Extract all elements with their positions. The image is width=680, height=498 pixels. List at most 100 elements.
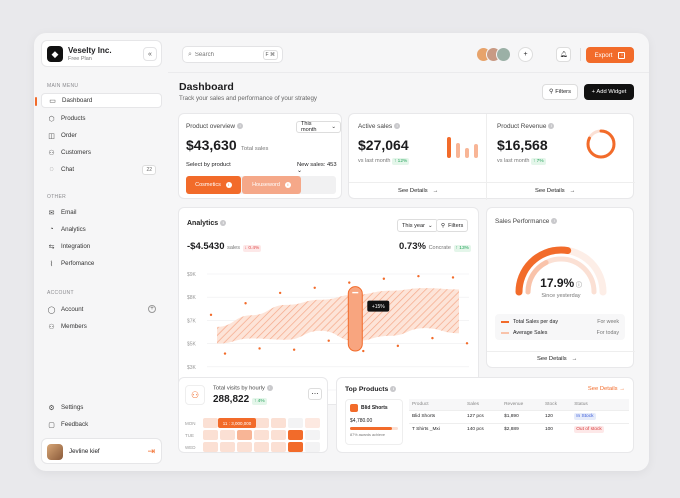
sidebar-item-account[interactable]: ◯ Account + — [41, 302, 162, 317]
legend-item-total-sales: Total Sales per day — [501, 319, 558, 325]
total-sales-caption: Total sales — [241, 146, 269, 152]
legend-period: For today — [596, 330, 619, 336]
heatmap-cell[interactable] — [288, 442, 303, 452]
active-sales-see-details-link[interactable]: See Details → — [398, 188, 439, 194]
heatmap-cell[interactable] — [288, 430, 303, 440]
new-sales-dropdown[interactable]: New sales: 453 ⌄ — [297, 162, 337, 174]
heatmap-cell[interactable] — [305, 430, 320, 440]
dashboard-icon: ▭ — [49, 97, 56, 105]
users-icon: ⚇ — [48, 149, 55, 157]
members-icon: ⚇ — [48, 323, 55, 331]
sidebar-item-feedback[interactable]: ▢ Feedback — [41, 417, 162, 432]
brand-name: Veselty Inc. — [68, 46, 112, 55]
more-options-button[interactable]: ⋯ — [308, 388, 322, 400]
sidebar-item-performance[interactable]: ⌇ Perfomance — [41, 256, 162, 271]
chat-icon: ◌ — [49, 166, 54, 173]
info-icon: i — [551, 218, 558, 225]
active-sales-bar — [465, 148, 469, 158]
sales-performance-see-details-link[interactable]: See Details → — [537, 356, 578, 362]
sidebar-item-email[interactable]: ✉ Email — [41, 205, 162, 220]
user-card[interactable]: Jevline kief ⇥ — [41, 438, 162, 464]
data-point — [278, 291, 282, 295]
top-products-card: Top Products i See Details → Blid Shorts … — [336, 377, 634, 453]
legend-item-average-sales: Average Sales — [501, 330, 547, 336]
table-row[interactable]: T Shirts _Mxi 140 pcs $2,889 100 Out of … — [409, 422, 629, 436]
sidebar-item-analytics[interactable]: ◔ Analytics — [41, 222, 162, 237]
featured-product[interactable]: Blid Shorts $4,780.00 87% awards achieve — [345, 399, 403, 445]
gear-icon: ⚙ — [48, 404, 55, 412]
sidebar-item-settings[interactable]: ⚙ Settings — [41, 400, 162, 415]
table-header-row: Product Sales Revenue Stock Status — [409, 399, 629, 410]
heatmap-cell[interactable] — [305, 418, 320, 428]
active-sales-bar — [447, 137, 451, 158]
period-label: This month — [301, 121, 317, 133]
heatmap-cell[interactable] — [254, 418, 269, 428]
product-revenue-see-details-link[interactable]: See Details → — [535, 188, 576, 194]
sidebar-item-products[interactable]: ⬡ Products — [41, 111, 162, 126]
tab-houseword[interactable]: Houseword i — [242, 176, 301, 194]
heatmap-cell[interactable] — [271, 442, 286, 452]
status-badge: In Stock — [574, 413, 596, 420]
sales-performance-caption: Since yesterday — [541, 293, 581, 299]
heatmap-cell[interactable] — [305, 442, 320, 452]
analytics-filters-button[interactable]: ⚲ Filters — [436, 219, 469, 232]
period-dropdown[interactable]: This year ⌄ — [397, 219, 438, 232]
search-box[interactable]: ⌕ F ⌘ — [182, 46, 283, 63]
export-button[interactable]: Export ↓ — [586, 47, 634, 63]
heatmap-cell[interactable] — [237, 430, 252, 440]
heatmap-cell[interactable] — [203, 430, 218, 440]
brand-card[interactable]: ◆ Veselty Inc. Free Plan « — [41, 40, 162, 67]
page-subtitle: Track your sales and performance of your… — [179, 95, 318, 102]
notifications-button[interactable]: 🔔︎ — [556, 47, 571, 62]
top-products-title: Top Products i — [345, 386, 397, 393]
period-dropdown[interactable]: This month ⌄ — [296, 121, 341, 133]
heatmap-cell[interactable] — [288, 418, 303, 428]
heatmap-cell[interactable] — [203, 442, 218, 452]
add-widget-button[interactable]: + Add Widget — [584, 84, 634, 100]
add-account-icon[interactable]: + — [148, 305, 156, 313]
add-member-button[interactable]: + — [518, 47, 533, 62]
chevron-down-icon: ⌄ — [297, 168, 302, 174]
heatmap-cell[interactable] — [237, 442, 252, 452]
top-products-see-details-link[interactable]: See Details → — [587, 386, 625, 392]
cart-icon: ◫ — [48, 132, 55, 140]
analytics-title: Analytics i — [187, 220, 227, 227]
sidebar-item-integration[interactable]: ⇆ Integration — [41, 239, 162, 254]
sidebar-item-order[interactable]: ◫ Order — [41, 128, 162, 143]
analytics-card: Analytics i This year ⌄ ⚲ Filters -$4.5430 … — [178, 207, 479, 405]
sidebar-item-customers[interactable]: ⚇ Customers — [41, 145, 162, 160]
arrow-right-icon: → — [432, 188, 439, 194]
data-point — [465, 342, 469, 345]
heatmap-cell[interactable] — [271, 418, 286, 428]
sidebar-item-members[interactable]: ⚇ Members — [41, 319, 162, 334]
column-header: Status — [571, 399, 629, 410]
sales-legend: Total Sales per day For week Average Sal… — [495, 314, 625, 340]
divider — [580, 48, 581, 61]
avatar — [496, 47, 511, 62]
table-row[interactable]: Blid Shorts 127 pcs $1,890 120 In Stock — [409, 409, 629, 423]
analytics-metric-sales: -$4.5430 sales ↓ 0.4% — [187, 241, 262, 252]
arrow-right-icon: → — [619, 386, 625, 392]
heatmap-cell[interactable] — [254, 442, 269, 452]
visits-card: ⚇ Total visits by hourly i 288,822 ↑ 4% ⋯… — [178, 377, 328, 453]
cell-revenue: $1,890 — [501, 409, 542, 423]
product-revenue-title: Product Revenue i — [497, 123, 555, 130]
search-input[interactable] — [194, 51, 255, 58]
performance-icon: ⌇ — [49, 260, 54, 268]
heatmap-cell[interactable] — [271, 430, 286, 440]
sidebar-item-dashboard[interactable]: ▭ Dashboard — [35, 93, 162, 108]
collapse-sidebar-button[interactable]: « — [143, 47, 157, 61]
heatmap-cell[interactable] — [203, 418, 218, 428]
app-window: ◆ Veselty Inc. Free Plan « MAIN MENU ▭ D… — [34, 33, 649, 471]
heatmap-cell[interactable] — [220, 442, 235, 452]
highlight-bar — [347, 286, 363, 352]
heatmap-cell[interactable] — [254, 430, 269, 440]
active-sales-bar — [456, 143, 460, 158]
filters-button[interactable]: ⚲ Filters — [542, 84, 578, 100]
tab-cosmetics[interactable]: Cosmetics i — [186, 176, 241, 194]
sidebar-item-chat[interactable]: ◌ Chat 22 — [41, 162, 162, 177]
heatmap-cell[interactable] — [220, 430, 235, 440]
avatar — [47, 444, 63, 460]
logout-icon[interactable]: ⇥ — [147, 446, 155, 456]
sidebar-item-label: Dashboard — [62, 97, 93, 104]
